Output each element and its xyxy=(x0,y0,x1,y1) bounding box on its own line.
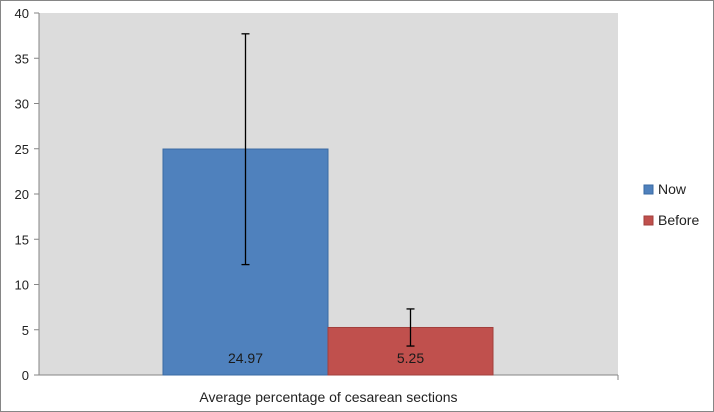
y-tick-label: 5 xyxy=(22,323,29,338)
legend-swatch-before xyxy=(643,215,654,226)
legend: Now Before xyxy=(643,181,699,228)
y-tick-label: 10 xyxy=(15,278,29,293)
y-tick-label: 0 xyxy=(22,368,29,383)
legend-label-now: Now xyxy=(658,181,687,197)
data-labels: 24.97 5.25 xyxy=(228,350,424,366)
legend-swatch-now xyxy=(643,184,654,195)
y-tick-label: 20 xyxy=(15,187,29,202)
legend-label-before: Before xyxy=(658,212,699,228)
y-tick-label: 30 xyxy=(15,97,29,112)
x-category-label: Average percentage of cesarean sections xyxy=(199,389,457,405)
y-tick-label: 35 xyxy=(15,51,29,66)
error-bars xyxy=(241,33,415,347)
y-tick-label: 25 xyxy=(15,142,29,157)
y-tick-label: 15 xyxy=(15,232,29,247)
data-label-now: 24.97 xyxy=(228,350,263,366)
y-tick-label: 40 xyxy=(15,6,29,21)
data-label-before: 5.25 xyxy=(397,350,424,366)
